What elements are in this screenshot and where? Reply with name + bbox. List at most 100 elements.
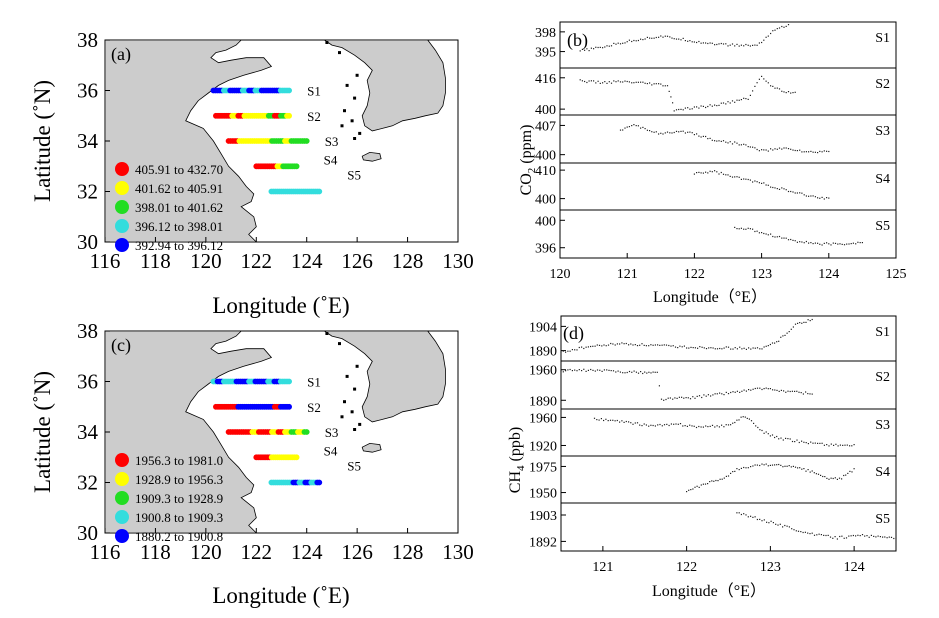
series-point xyxy=(747,98,749,100)
series-point xyxy=(651,84,653,86)
series-point xyxy=(893,537,895,540)
series-point xyxy=(761,348,763,350)
series-point xyxy=(719,392,721,394)
series-point xyxy=(731,100,734,102)
series-point xyxy=(689,40,691,42)
series-point xyxy=(738,176,740,178)
series-point xyxy=(886,537,888,539)
series-point xyxy=(835,443,837,445)
series-point xyxy=(623,343,625,345)
series-point xyxy=(711,105,713,107)
series-point xyxy=(679,345,681,347)
series-point xyxy=(673,110,675,112)
series-point xyxy=(718,104,720,106)
track-label-s1: S1 xyxy=(307,375,321,390)
series-point xyxy=(776,236,778,238)
series-point xyxy=(666,35,669,37)
series-point xyxy=(846,444,848,446)
series-point xyxy=(785,437,787,439)
series-point xyxy=(732,391,734,393)
panel-a-tracks xyxy=(210,87,323,195)
series-point xyxy=(669,132,671,134)
series-point xyxy=(823,242,825,244)
series-point xyxy=(595,46,597,48)
series-point xyxy=(817,152,819,154)
series-point xyxy=(850,535,852,537)
series-point xyxy=(754,347,756,349)
series-point xyxy=(717,480,719,482)
series-point xyxy=(780,437,782,439)
series-point xyxy=(669,397,671,399)
series-point xyxy=(628,344,630,346)
panel-a-x-axis-label: Longitude (˚E) xyxy=(212,293,349,318)
panel-b-x-axis-label: Longitude（°E） xyxy=(653,288,767,306)
island-dot xyxy=(338,51,341,55)
series-point xyxy=(693,41,695,43)
series-point xyxy=(767,465,769,467)
series-point xyxy=(758,42,760,44)
series-trace xyxy=(593,416,855,447)
series-point xyxy=(836,478,838,480)
series-point xyxy=(637,81,639,83)
series-point xyxy=(672,345,674,347)
series-point xyxy=(776,188,778,190)
series-point xyxy=(843,537,845,539)
series-point xyxy=(650,372,652,374)
series-point xyxy=(590,368,592,371)
series-point xyxy=(707,483,709,485)
series-point xyxy=(725,391,727,393)
series-point xyxy=(625,342,627,345)
series-point xyxy=(786,465,788,467)
series-point xyxy=(799,322,801,324)
island-dot xyxy=(355,73,359,77)
series-point xyxy=(736,390,738,392)
series-point xyxy=(711,42,713,44)
series-point xyxy=(834,477,836,479)
series-point xyxy=(617,80,619,82)
strip-s4: 410 400 S4 xyxy=(535,162,897,211)
series-point xyxy=(619,421,621,423)
series-point xyxy=(800,392,802,394)
y-tick-label: 407 xyxy=(535,119,556,134)
series-point xyxy=(772,30,774,32)
y-tick-label: 400 xyxy=(535,193,556,208)
series-point xyxy=(745,178,747,180)
series-point xyxy=(756,181,758,183)
series-point xyxy=(826,197,828,199)
series-point xyxy=(807,469,809,471)
series-point xyxy=(745,467,747,469)
series-point xyxy=(758,150,760,152)
y-tick-label: 32 xyxy=(77,180,98,204)
series-point xyxy=(673,131,675,134)
series-point xyxy=(648,345,650,347)
series-point xyxy=(678,396,680,398)
series-point xyxy=(819,442,821,444)
series-point xyxy=(714,170,716,172)
series-point xyxy=(776,464,778,466)
series-point xyxy=(770,520,772,522)
series-point xyxy=(592,369,594,371)
track-label-s2: S2 xyxy=(307,109,321,124)
panel-a-legend: 405.91 to 432.70 401.62 to 405.91 398.01 t… xyxy=(115,162,223,253)
series-point xyxy=(702,426,704,428)
series-point xyxy=(727,174,729,176)
panel-d-label: (d) xyxy=(563,323,584,344)
series-point xyxy=(841,243,843,245)
series-point xyxy=(861,242,863,244)
island-dot xyxy=(358,131,362,135)
series-point xyxy=(663,399,665,401)
series-point xyxy=(745,98,747,100)
series-point xyxy=(803,441,805,443)
series-point xyxy=(801,241,803,243)
series-point xyxy=(593,80,595,82)
y-tick-label: 1903 xyxy=(529,509,557,524)
panel-c-label: (c) xyxy=(111,335,131,356)
series-point xyxy=(761,388,763,391)
series-point xyxy=(581,370,583,372)
series-point xyxy=(693,425,695,427)
series-point xyxy=(720,140,722,142)
series-point xyxy=(848,243,850,245)
series-point xyxy=(821,151,823,153)
series-point xyxy=(759,518,761,520)
series-point xyxy=(783,188,785,190)
